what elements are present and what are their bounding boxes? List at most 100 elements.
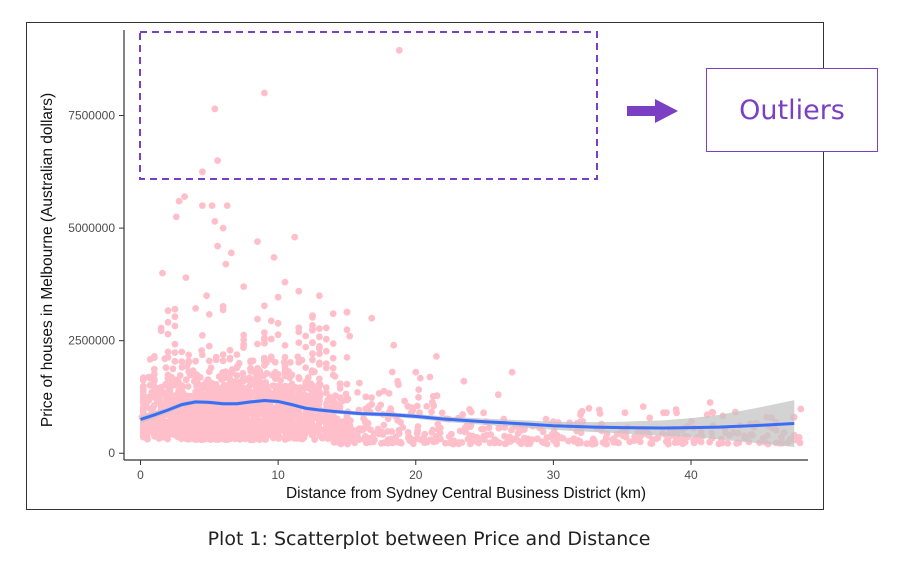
data-point xyxy=(309,339,316,346)
data-point xyxy=(185,351,193,359)
data-point xyxy=(295,398,303,406)
data-point xyxy=(797,405,805,413)
data-point xyxy=(467,408,475,416)
data-point xyxy=(414,427,421,434)
data-point xyxy=(309,415,316,423)
data-point xyxy=(494,391,502,399)
data-point xyxy=(199,202,206,210)
data-point xyxy=(415,386,423,393)
data-point xyxy=(205,424,213,432)
data-point xyxy=(246,382,254,390)
data-point xyxy=(480,409,487,417)
data-point xyxy=(316,412,323,420)
data-point xyxy=(226,424,234,431)
data-point xyxy=(424,437,432,445)
outliers-dashed-box xyxy=(139,31,598,180)
data-point xyxy=(322,389,330,397)
data-point xyxy=(227,249,235,257)
data-point xyxy=(254,391,261,399)
data-point xyxy=(480,433,488,441)
data-point xyxy=(417,374,424,382)
data-point xyxy=(261,429,268,437)
data-point xyxy=(395,46,403,54)
data-point xyxy=(570,435,578,443)
data-point xyxy=(185,357,193,365)
data-point xyxy=(261,336,268,344)
data-point xyxy=(185,405,193,413)
data-point xyxy=(164,371,172,379)
data-point xyxy=(528,436,536,444)
data-point xyxy=(261,422,268,430)
data-point xyxy=(495,424,503,432)
data-point xyxy=(329,354,337,362)
data-point xyxy=(171,322,179,330)
y-tick-label: 0 xyxy=(108,446,115,460)
data-point xyxy=(715,440,723,448)
data-point xyxy=(240,283,248,290)
outliers-annotation-label: Outliers xyxy=(739,94,845,126)
data-point xyxy=(247,422,255,430)
data-point xyxy=(199,408,206,416)
data-point xyxy=(226,376,234,384)
data-point xyxy=(399,424,407,431)
data-point xyxy=(621,409,629,417)
data-point xyxy=(378,440,385,447)
data-point xyxy=(654,434,662,442)
data-point xyxy=(150,375,158,383)
data-point xyxy=(171,431,179,438)
data-point xyxy=(316,419,323,426)
data-point xyxy=(240,412,248,420)
data-point xyxy=(185,426,193,433)
data-point xyxy=(467,423,474,430)
data-point xyxy=(277,377,284,384)
data-point xyxy=(150,365,158,373)
x-tick-label: 0 xyxy=(137,468,144,482)
data-point xyxy=(384,415,392,423)
data-point xyxy=(214,157,222,165)
data-point xyxy=(226,431,234,439)
data-point xyxy=(199,425,206,432)
data-point xyxy=(316,350,323,358)
data-point xyxy=(254,238,261,246)
data-point xyxy=(349,437,356,445)
data-point xyxy=(247,404,255,412)
data-point xyxy=(437,424,444,432)
data-point xyxy=(480,425,487,433)
arrow-head xyxy=(655,99,678,123)
data-point xyxy=(664,439,672,446)
data-point xyxy=(205,414,213,422)
data-point xyxy=(150,382,158,390)
data-point xyxy=(274,428,282,436)
data-point xyxy=(159,269,166,277)
data-point xyxy=(267,402,274,410)
data-point xyxy=(274,331,282,339)
data-point xyxy=(157,383,165,391)
data-point xyxy=(336,426,343,433)
data-point xyxy=(240,425,248,433)
data-point xyxy=(343,354,351,361)
data-point xyxy=(199,168,206,176)
data-point xyxy=(375,390,383,397)
data-point xyxy=(226,410,234,418)
data-point xyxy=(254,383,261,391)
data-point xyxy=(164,431,172,439)
data-point xyxy=(182,376,190,384)
data-point xyxy=(181,193,189,201)
data-point xyxy=(164,353,172,361)
x-axis-title: Distance from Sydney Central Business Di… xyxy=(286,485,646,502)
data-point xyxy=(473,434,481,441)
data-point xyxy=(433,353,440,360)
data-point xyxy=(178,427,186,435)
data-point xyxy=(233,424,241,431)
data-point xyxy=(261,409,268,417)
data-point xyxy=(437,435,444,443)
data-point xyxy=(281,427,289,435)
data-point xyxy=(219,224,227,232)
data-point xyxy=(261,302,268,310)
data-point xyxy=(309,322,316,329)
data-point xyxy=(281,372,289,380)
data-point xyxy=(295,408,303,415)
data-point xyxy=(240,386,248,394)
data-point xyxy=(639,403,647,410)
data-point xyxy=(219,351,227,358)
